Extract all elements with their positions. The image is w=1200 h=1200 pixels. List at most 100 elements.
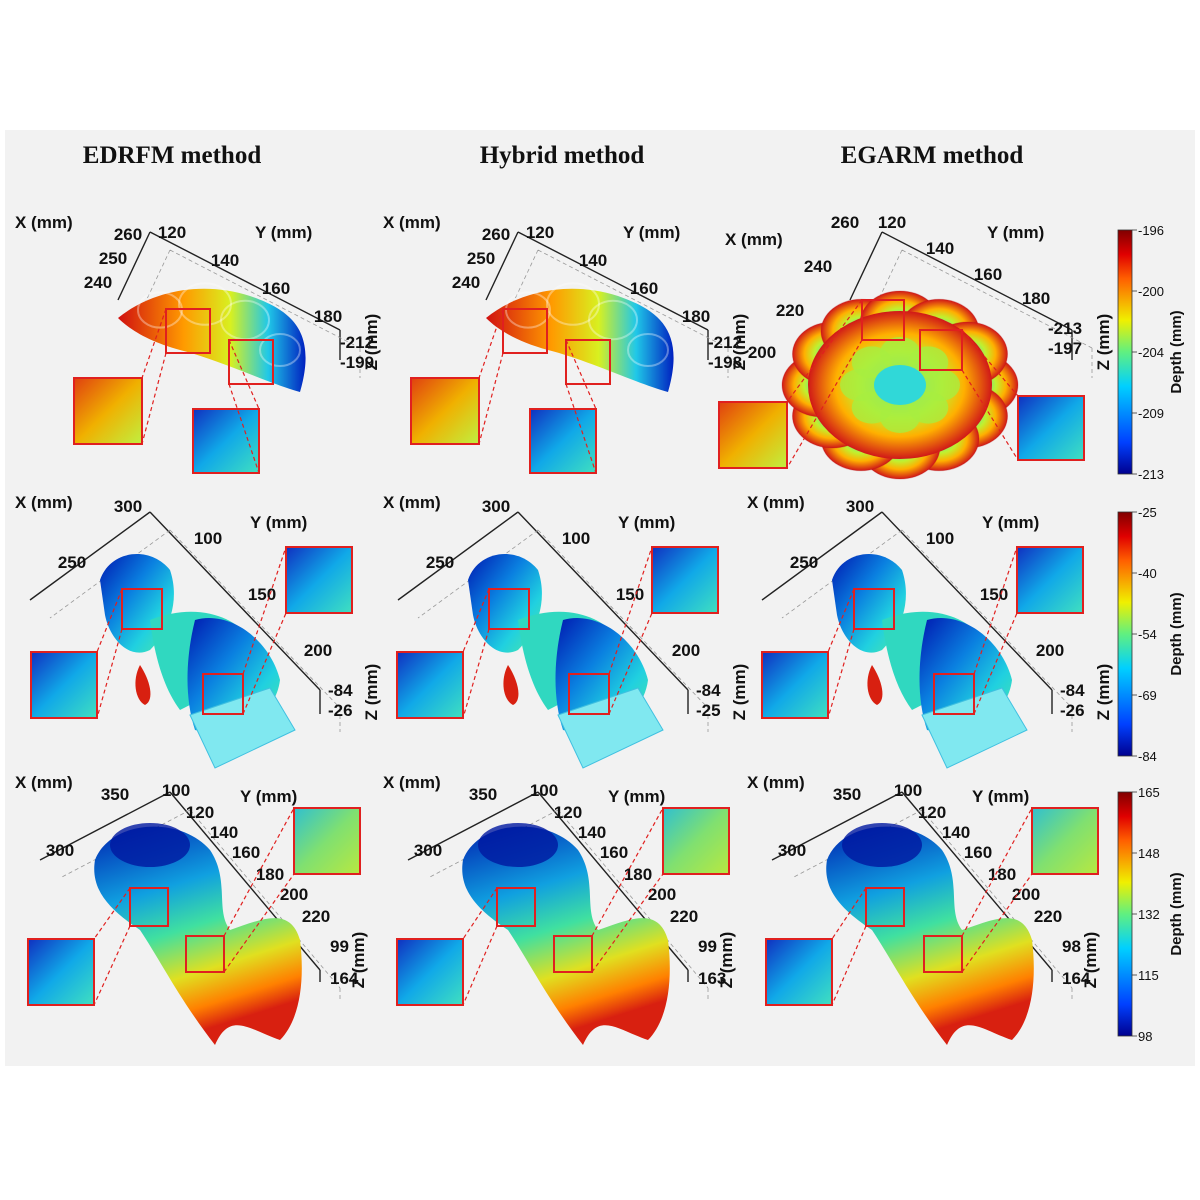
y-tick-label: 200 [304,641,332,660]
z-axis-label: Z (mm) [1094,314,1113,371]
zoom-connector [228,383,260,474]
x-tick-label: 240 [804,257,832,276]
zoom-inset [529,408,597,474]
zoom-connector [462,628,490,719]
y-axis-label: Y (mm) [982,513,1039,532]
z-axis-label: Z (mm) [362,664,381,721]
x-axis-label: X (mm) [15,773,73,792]
colorbar-label: Depth (mm) [1168,592,1185,675]
y-tick-label: 160 [974,265,1002,284]
petal-ridge [178,282,232,326]
zoom-box [129,887,169,927]
x-tick-label: 260 [482,225,510,244]
colorbar-gradient [1117,229,1133,475]
axis-lines [485,231,709,360]
colorbar-tick-label: -69 [1138,688,1157,703]
y-tick-label: 120 [918,803,946,822]
x-tick-label: 240 [84,273,112,292]
reconstruction-surface [781,290,1019,480]
y-tick-label: 100 [894,781,922,800]
colorbar-tick-label: -84 [1138,749,1157,764]
x-tick-label: 240 [452,273,480,292]
statue-base [921,687,1028,769]
colorbar-gradient [1117,511,1133,757]
panel-r1-c3: X (mm) Y (mm) Z (mm) 260 240 220 200 120 140 160 1… [718,213,1113,480]
z-tick-label: -25 [696,701,721,720]
zoom-box [121,588,163,630]
zoom-connector [961,807,1033,937]
y-tick-label: 220 [1034,907,1062,926]
panel-r3-c2: X (mm)Y (mm)Z (mm)3503001001201401601802… [383,773,736,1045]
colorbar-row-3: 165 148 132 115 98 Depth (mm) [1117,785,1185,1044]
reconstruction-surface [486,282,674,392]
zoom-inset [651,546,719,614]
x-axis-label: X (mm) [747,493,805,512]
colorbar-tick-label: -209 [1138,406,1164,421]
colorbar-label: Depth (mm) [1168,310,1185,393]
y-tick-label: 150 [980,585,1008,604]
colorbar-tick-label: 165 [1138,785,1160,800]
y-tick-label: 200 [648,885,676,904]
zoom-connector [831,887,867,940]
x-axis-label: X (mm) [747,773,805,792]
colorbar-tick-label: 98 [1138,1029,1152,1044]
zoom-connector [462,925,498,1006]
zoom-inset [761,651,829,719]
zoom-box [919,329,963,371]
colorbar-tick-label: 132 [1138,907,1160,922]
colorbar-tick-label: -204 [1138,345,1164,360]
reconstruction-surface [832,553,1028,769]
y-tick-label: 220 [670,907,698,926]
y-tick-label: 180 [682,307,710,326]
zoom-connector [973,612,1018,715]
axis-lines [761,511,1053,714]
colorbar-tick-label: -40 [1138,566,1157,581]
zoom-box [502,308,548,354]
zoom-connector [96,628,123,719]
x-tick-label: 350 [833,785,861,804]
z-tick-label: 164 [1062,969,1091,988]
y-tick-label: 140 [926,239,954,258]
petal-ridge [627,333,669,367]
y-tick-label: 140 [942,823,970,842]
y-tick-label: 120 [878,213,906,232]
y-tick-label: 160 [232,843,260,862]
z-axis-label: Z (mm) [362,314,381,371]
y-tick-label: 200 [1036,641,1064,660]
zoom-box [228,339,274,385]
y-axis-label: Y (mm) [250,513,307,532]
column-title-hybrid: Hybrid method [479,142,645,169]
zoom-inset [192,408,260,474]
y-tick-label: 150 [616,585,644,604]
zoom-connector [93,925,131,1006]
y-tick-label: 200 [672,641,700,660]
zoom-connector [96,588,123,653]
bust-hair [110,823,190,867]
bust-hair [478,823,558,867]
reconstruction-surface [118,282,306,392]
x-tick-label: 350 [101,785,129,804]
zoom-connector [608,612,653,715]
zoom-connector [462,887,498,940]
y-tick-label: 180 [314,307,342,326]
y-tick-label: 100 [926,529,954,548]
y-tick-label: 100 [162,781,190,800]
column-title-edrfm: EDRFM method [82,142,262,169]
colorbar-tick-label: 115 [1138,968,1159,983]
colorbar-tick-label: -213 [1138,467,1164,482]
grid-lines [505,249,729,378]
zoom-connector [786,299,863,403]
zoom-connector [961,329,1019,397]
x-tick-label: 350 [469,785,497,804]
zoom-inset [30,651,98,719]
zoom-connector [462,588,490,653]
colorbar-tick-label: 148 [1138,846,1160,861]
z-tick-label: -212 [708,333,742,352]
zoom-inset [1017,395,1085,461]
y-tick-label: 160 [630,279,658,298]
grid-lines [417,529,709,732]
panel-r1-c2: X (mm) Y (mm) Z (mm) 260 250 240 120 140 160 180 -… [383,213,749,474]
zoom-connector [831,925,867,1006]
zoom-connector [242,546,287,675]
panel-r2-c2: X (mm) Y (mm) Z (mm) 300 250 100 150 200 -84-25 [383,493,749,769]
